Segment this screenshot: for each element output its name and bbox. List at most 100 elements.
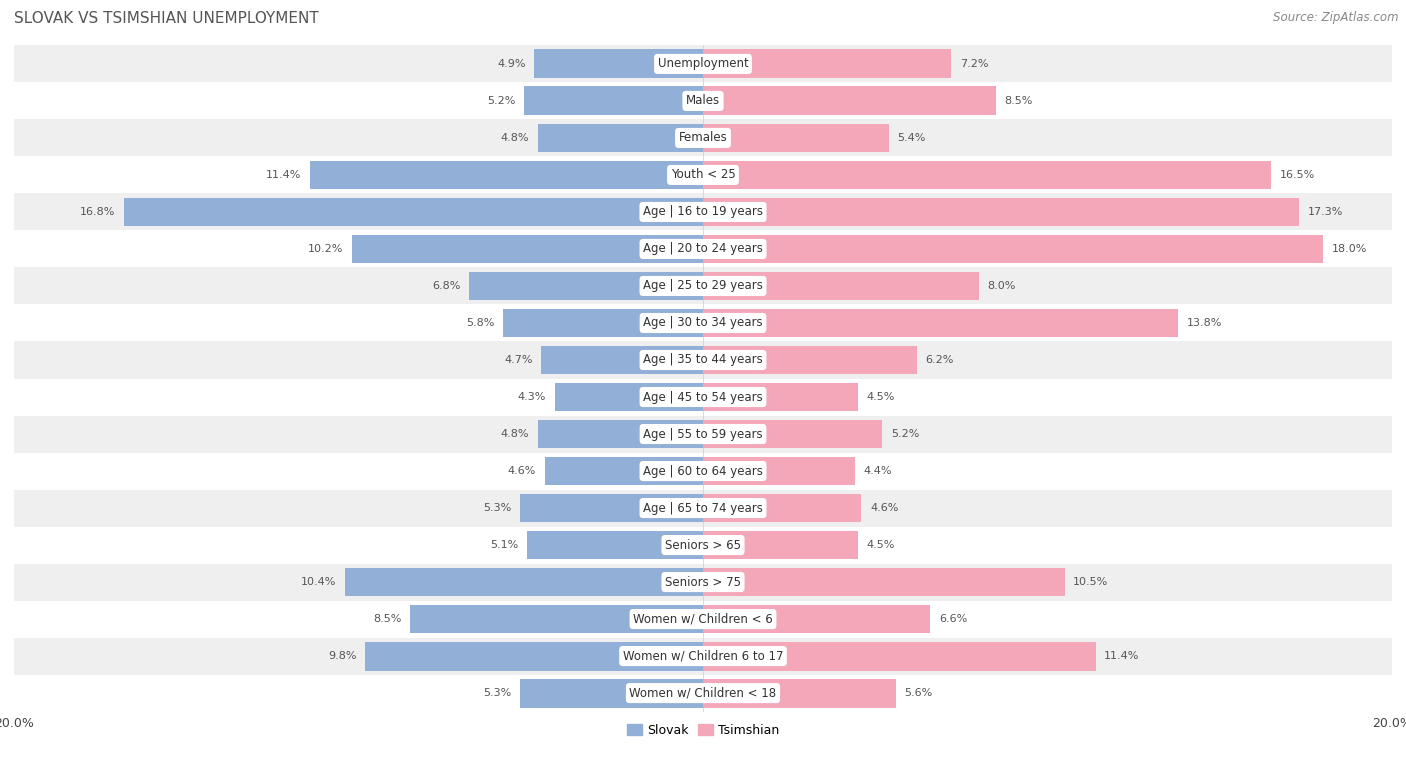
Bar: [703, 309, 1178, 338]
Bar: [14, 416, 1392, 453]
Bar: [703, 568, 1064, 597]
Text: 5.1%: 5.1%: [491, 540, 519, 550]
Bar: [703, 456, 855, 485]
Bar: [14, 490, 1392, 527]
Bar: [534, 49, 703, 79]
Text: Males: Males: [686, 95, 720, 107]
Bar: [366, 642, 703, 671]
Bar: [703, 86, 995, 115]
Bar: [520, 678, 703, 708]
Text: Seniors > 75: Seniors > 75: [665, 575, 741, 588]
Text: 4.5%: 4.5%: [866, 392, 896, 402]
Bar: [703, 678, 896, 708]
Text: 6.6%: 6.6%: [939, 614, 967, 624]
Bar: [14, 230, 1392, 267]
Bar: [703, 123, 889, 152]
Bar: [524, 86, 703, 115]
Bar: [537, 419, 703, 448]
Bar: [537, 123, 703, 152]
Bar: [14, 637, 1392, 674]
Bar: [14, 304, 1392, 341]
Text: 5.3%: 5.3%: [484, 503, 512, 513]
Text: 10.5%: 10.5%: [1073, 577, 1108, 587]
Bar: [703, 605, 931, 634]
Bar: [14, 267, 1392, 304]
Text: 8.0%: 8.0%: [987, 281, 1015, 291]
Bar: [703, 642, 1095, 671]
Bar: [311, 160, 703, 189]
Bar: [14, 674, 1392, 712]
Text: Age | 25 to 29 years: Age | 25 to 29 years: [643, 279, 763, 292]
Text: Females: Females: [679, 132, 727, 145]
Bar: [14, 378, 1392, 416]
Bar: [703, 382, 858, 412]
Text: 7.2%: 7.2%: [960, 59, 988, 69]
Bar: [703, 160, 1271, 189]
Text: 8.5%: 8.5%: [373, 614, 402, 624]
Text: Women w/ Children < 18: Women w/ Children < 18: [630, 687, 776, 699]
Bar: [703, 49, 950, 79]
Bar: [14, 194, 1392, 230]
Text: Unemployment: Unemployment: [658, 58, 748, 70]
Text: 18.0%: 18.0%: [1331, 244, 1367, 254]
Bar: [703, 198, 1299, 226]
Text: Seniors > 65: Seniors > 65: [665, 538, 741, 552]
Bar: [14, 45, 1392, 83]
Bar: [124, 198, 703, 226]
Bar: [468, 272, 703, 301]
Text: 4.5%: 4.5%: [866, 540, 896, 550]
Text: Age | 16 to 19 years: Age | 16 to 19 years: [643, 205, 763, 219]
Bar: [411, 605, 703, 634]
Bar: [14, 600, 1392, 637]
Bar: [14, 120, 1392, 157]
Text: 17.3%: 17.3%: [1308, 207, 1343, 217]
Text: Age | 55 to 59 years: Age | 55 to 59 years: [643, 428, 763, 441]
Bar: [703, 419, 882, 448]
Bar: [14, 527, 1392, 563]
Text: 9.8%: 9.8%: [329, 651, 357, 661]
Bar: [527, 531, 703, 559]
Text: 13.8%: 13.8%: [1187, 318, 1222, 328]
Bar: [555, 382, 703, 412]
Bar: [703, 494, 862, 522]
Text: 4.7%: 4.7%: [503, 355, 533, 365]
Bar: [703, 345, 917, 375]
Text: Age | 45 to 54 years: Age | 45 to 54 years: [643, 391, 763, 403]
Legend: Slovak, Tsimshian: Slovak, Tsimshian: [621, 719, 785, 742]
Text: 4.8%: 4.8%: [501, 133, 529, 143]
Bar: [14, 341, 1392, 378]
Bar: [703, 272, 979, 301]
Bar: [14, 453, 1392, 490]
Bar: [352, 235, 703, 263]
Text: 4.4%: 4.4%: [863, 466, 891, 476]
Text: 5.2%: 5.2%: [891, 429, 920, 439]
Text: Age | 30 to 34 years: Age | 30 to 34 years: [643, 316, 763, 329]
Text: 11.4%: 11.4%: [266, 170, 302, 180]
Text: 5.8%: 5.8%: [467, 318, 495, 328]
Text: 5.6%: 5.6%: [904, 688, 932, 698]
Bar: [503, 309, 703, 338]
Bar: [14, 563, 1392, 600]
Bar: [703, 531, 858, 559]
Text: Women w/ Children 6 to 17: Women w/ Children 6 to 17: [623, 650, 783, 662]
Text: Age | 60 to 64 years: Age | 60 to 64 years: [643, 465, 763, 478]
Text: 16.8%: 16.8%: [80, 207, 115, 217]
Text: 5.2%: 5.2%: [486, 96, 515, 106]
Text: 8.5%: 8.5%: [1004, 96, 1033, 106]
Bar: [344, 568, 703, 597]
Text: 10.4%: 10.4%: [301, 577, 336, 587]
Text: 6.8%: 6.8%: [432, 281, 460, 291]
Bar: [14, 83, 1392, 120]
Text: 5.4%: 5.4%: [897, 133, 927, 143]
Text: 4.6%: 4.6%: [870, 503, 898, 513]
Text: 16.5%: 16.5%: [1279, 170, 1315, 180]
Text: Age | 65 to 74 years: Age | 65 to 74 years: [643, 502, 763, 515]
Text: 4.9%: 4.9%: [498, 59, 526, 69]
Text: 4.3%: 4.3%: [517, 392, 547, 402]
Text: Youth < 25: Youth < 25: [671, 169, 735, 182]
Bar: [703, 235, 1323, 263]
Bar: [544, 456, 703, 485]
Text: SLOVAK VS TSIMSHIAN UNEMPLOYMENT: SLOVAK VS TSIMSHIAN UNEMPLOYMENT: [14, 11, 319, 26]
Text: 11.4%: 11.4%: [1104, 651, 1140, 661]
Bar: [14, 157, 1392, 194]
